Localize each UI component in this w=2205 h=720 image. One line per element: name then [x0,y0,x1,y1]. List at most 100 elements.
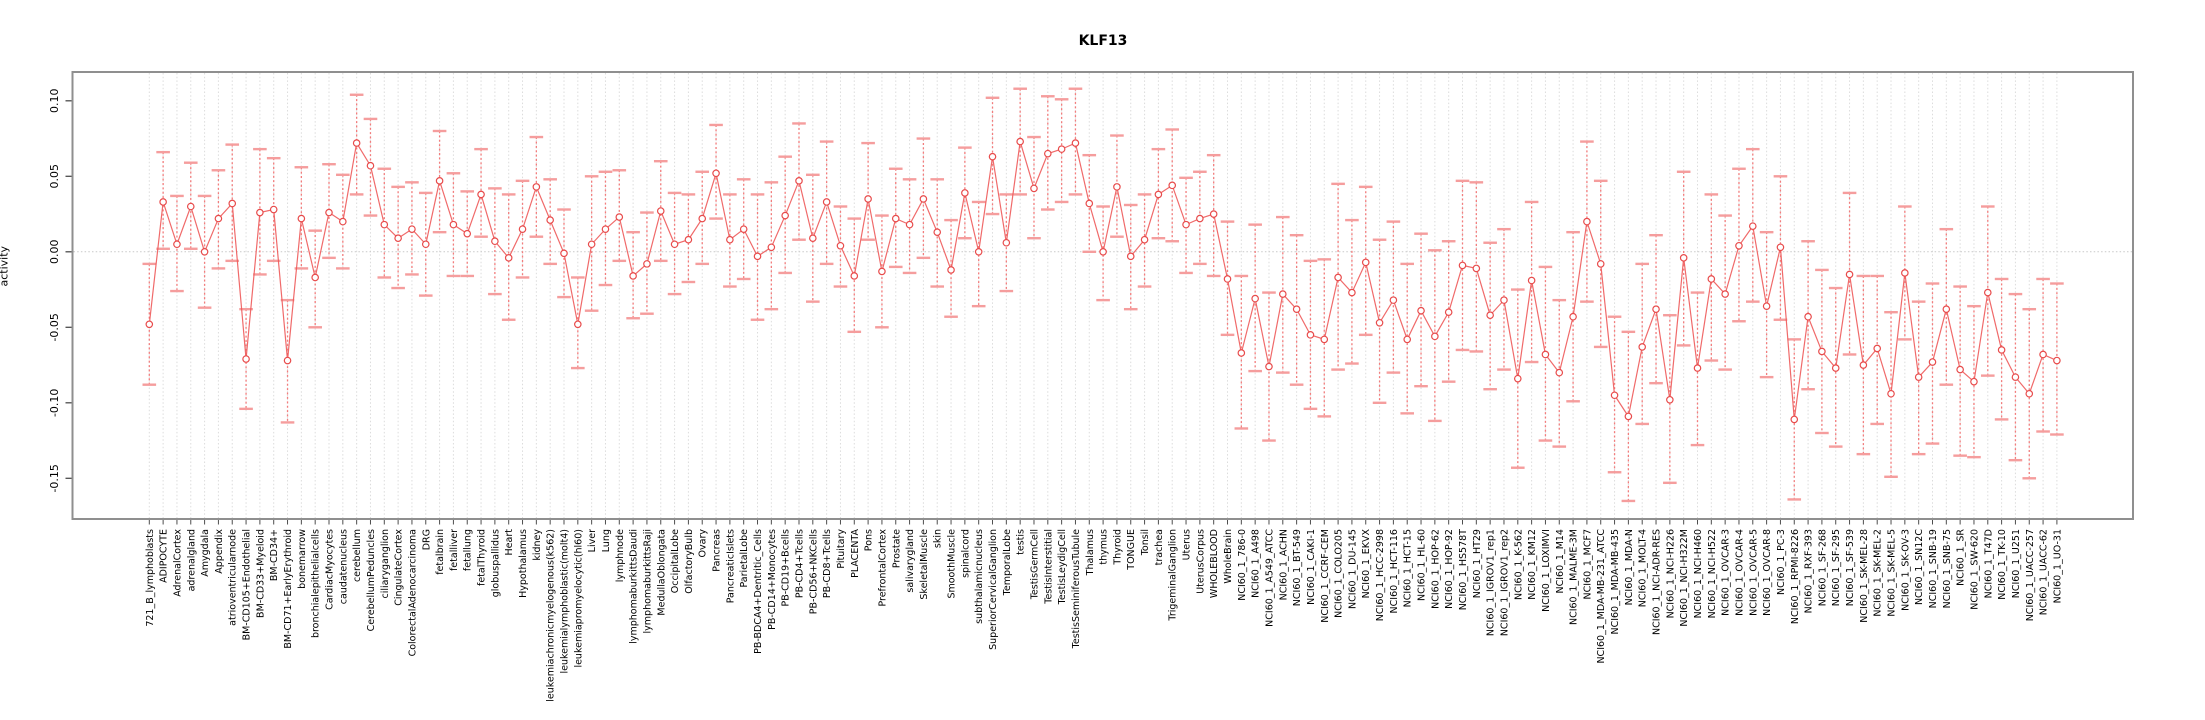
data-point [753,252,762,261]
data-point [1126,252,1135,261]
data-point [352,139,361,147]
data-point [1113,183,1121,191]
x-category-label: lymphnode [615,529,626,582]
x-category-label: NCI60_1_NCI-ADR-RES [1652,529,1663,635]
x-category-label: Lung [601,529,612,552]
x-category-label: NCI60_1_SNB-19 [1928,529,1939,608]
data-point [1624,412,1633,421]
x-category-label: NCI60_1_T47D [1983,529,1994,598]
data-point [767,243,776,252]
data-point [2053,356,2061,365]
x-category-label: NCI60_1_MCF7 [1582,529,1593,600]
x-category-label: NCI60_1_MDA-MB-435 [1610,529,1621,635]
x-category-label: Pancreas [712,529,723,572]
data-point [933,228,942,236]
x-category-label: NCI60_1_MDA-MB-231_ATCC [1596,529,1607,664]
data-point [1887,389,1895,398]
data-point [1016,137,1024,146]
data-point [1762,302,1771,310]
x-category-label: NCI60_1_CAKI-1 [1306,529,1317,605]
data-point [1085,199,1094,208]
data-point [421,240,430,249]
data-point [311,273,319,282]
x-category-label: fetalliver [449,529,460,571]
data-point [1486,311,1494,320]
x-category-label: leukemiachronicmyelogenous(k562) [546,529,557,702]
x-category-label: NCI60_1_MOLT-4 [1638,529,1649,607]
data-point [615,213,624,221]
x-category-label: NCI60_1_SNB-75 [1942,529,1953,608]
data-point [546,216,554,224]
x-category-label: lymphomaburkittsRaji [642,529,653,633]
x-category-label: SmoothMuscle [947,529,958,599]
x-category-label: NCI60_1_HCT-116 [1389,529,1400,613]
x-category-label: NCI60_1_SF-268 [1817,529,1828,606]
x-category-label: NCI60_1_HCT-15 [1403,529,1414,607]
data-point [339,217,347,226]
data-point [643,260,651,268]
x-category-label: MedullaOblongata [656,529,667,616]
data-point [228,199,237,208]
data-point [1541,350,1550,359]
data-point [269,205,278,214]
x-category-label: NCI60_1_HS578T [1458,529,1469,610]
x-category-label: NCI60_1_CCRF-CEM [1320,529,1331,623]
x-category-label: CingulateCortex [394,529,405,606]
data-point [656,207,665,215]
data-point [905,220,914,229]
x-category-label: leukemialymphoblastic(molt4) [559,529,570,674]
data-point [186,202,195,211]
data-point [1099,248,1107,256]
data-point [1223,275,1232,283]
data-point [1500,296,1508,304]
x-category-label: NCI60_1_SF-539 [1845,529,1856,606]
data-point [1348,288,1356,297]
x-category-label: atrioventricularnode [228,529,239,626]
data-point [1458,261,1467,270]
x-category-label: NCI60_1_OVCAR-5 [1748,529,1759,616]
data-point [2011,373,2020,381]
data-point [1140,235,1149,244]
x-category-label: NCI60_1_BT-549 [1292,529,1303,606]
y-tick-label: -0.10 [48,389,61,417]
data-point [670,240,679,249]
data-point [366,161,375,170]
x-category-label: NCI60_1_NCI-H522 [1707,529,1718,618]
data-point [1209,210,1218,218]
data-point [449,220,458,229]
x-category-label: NCI60_1_MDA-N [1624,529,1635,605]
x-category-label: Thalamus [1085,529,1096,576]
x-category-label: caudatenucleus [338,529,349,604]
data-point [864,195,872,203]
data-point [795,177,803,185]
data-point [1942,305,1951,313]
x-category-label: NCI60_1_OVCAR-3 [1721,529,1732,616]
x-category-label: TrigeminalGanglion [1168,529,1179,622]
x-category-label: BM-CD105+Endothelial [242,529,253,640]
data-point [1638,343,1647,351]
x-category-label: NCI60_1_A549_ATCC [1264,529,1275,627]
x-category-label: WHOLEBLOOD [1209,529,1220,598]
x-category-label: ciliaryganglion [380,529,391,599]
data-point [1845,270,1854,279]
data-point [947,266,955,274]
x-category-label: ColorectalAdenocarcinoma [407,529,418,656]
data-point [974,248,983,256]
data-point [491,237,499,246]
data-point [1721,290,1729,298]
x-category-label: OccipitalLobe [670,529,681,593]
y-tick-label: 0.00 [48,240,61,264]
x-category-label: NCI60_1_HOP-92 [1444,529,1455,609]
x-category-label: NCI60_1_EKVX [1361,529,1372,599]
x-category-label: fetallung [463,529,474,571]
x-category-label: NCI60_1_UACC-257 [2025,529,2036,621]
data-point [574,320,582,329]
x-category-label: NCI60_1_MALME-3M [1569,529,1580,625]
data-point [408,225,416,233]
x-category-label: OlfactoryBulb [684,529,695,594]
data-point [1693,364,1702,372]
data-point [850,272,859,280]
data-point [1182,220,1190,229]
data-point [1652,305,1660,313]
x-category-label: 721_B_lymphoblasts [145,529,156,627]
